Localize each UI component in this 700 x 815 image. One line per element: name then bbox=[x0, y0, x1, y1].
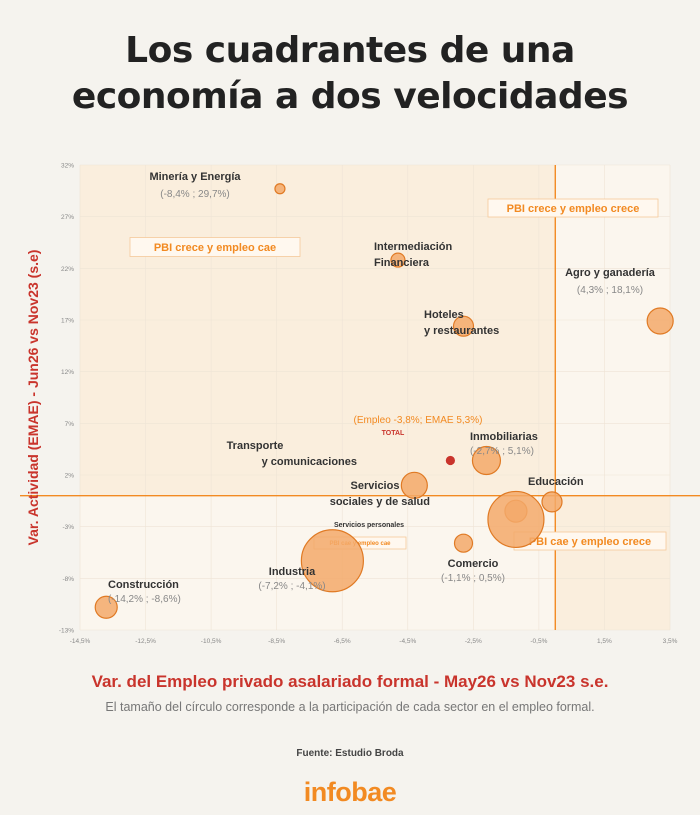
point-label: TOTAL bbox=[382, 430, 405, 437]
size-note: El tamaño del círculo corresponde a la p… bbox=[105, 700, 595, 714]
bubble bbox=[274, 183, 286, 195]
title-line-1: Los cuadrantes de una bbox=[125, 30, 575, 71]
bubble bbox=[94, 595, 118, 619]
scatter-chart: 32% 27% 22% 17% 12% 7% 2% -3% -8% -13% -14,5% -12,5… bbox=[20, 163, 700, 645]
bubble bbox=[390, 252, 406, 268]
x-tick-label: -10,5% bbox=[201, 638, 222, 645]
x-tick-label: 3,5% bbox=[663, 638, 678, 645]
y-tick-label: -3% bbox=[62, 524, 74, 531]
point-value-label: (-1,1% ; 0,5%) bbox=[441, 573, 505, 584]
y-tick-label: 27% bbox=[61, 214, 74, 221]
point-label: y restaurantes bbox=[424, 325, 499, 337]
bubble bbox=[300, 529, 364, 593]
quadrant-fill-bottom-right bbox=[555, 495, 670, 630]
point-value-label: (-2,7% ; 5,1%) bbox=[470, 446, 534, 457]
point-value-label: (4,3% ; 18,1%) bbox=[577, 285, 643, 296]
point-label: Servicios bbox=[351, 480, 400, 492]
point-label: Minería y Energía bbox=[149, 171, 241, 183]
y-tick-label: 2% bbox=[65, 473, 75, 480]
bubble bbox=[452, 315, 475, 337]
point-label: y comunicaciones bbox=[262, 456, 357, 468]
point-label: sociales y de salud bbox=[330, 496, 430, 508]
point-label: Industria bbox=[269, 566, 316, 578]
x-tick-label: -12,5% bbox=[135, 638, 156, 645]
point-label: Educación bbox=[528, 476, 584, 488]
point-label: Inmobiliarias bbox=[470, 431, 538, 443]
bubble bbox=[445, 455, 455, 466]
quadrant-label: PBI cae y empleo cae bbox=[329, 541, 391, 547]
point-label: Intermediación bbox=[374, 241, 453, 253]
x-tick-label: -4,5% bbox=[399, 638, 416, 645]
x-tick-label: -2,5% bbox=[465, 638, 482, 645]
x-tick-label: -14,5% bbox=[70, 638, 91, 645]
bubble bbox=[487, 490, 545, 549]
quadrant-label-box bbox=[129, 237, 301, 257]
point-label: Servicios personales bbox=[334, 522, 404, 529]
point-label: Transporte bbox=[227, 440, 284, 452]
bubble bbox=[541, 491, 563, 513]
x-axis-label: Var. del Empleo privado asalariado forma… bbox=[91, 672, 609, 691]
x-tick-label: -6,5% bbox=[334, 638, 351, 645]
bubble bbox=[453, 533, 474, 553]
x-tick-label: 1,5% bbox=[597, 638, 612, 645]
point-label: Hoteles bbox=[424, 309, 464, 321]
point-label: Comercio bbox=[448, 558, 499, 570]
bubble bbox=[400, 471, 428, 499]
y-tick-label: 12% bbox=[61, 369, 74, 376]
y-tick-label: -8% bbox=[62, 576, 74, 583]
point-label: Construcción bbox=[108, 579, 179, 591]
y-tick-label: -13% bbox=[59, 628, 74, 635]
title-line-2: economía a dos velocidades bbox=[71, 76, 629, 117]
point-value-label: (Empleo -3,8%; EMAE 5,3%) bbox=[354, 415, 483, 426]
y-tick-label: 32% bbox=[61, 163, 74, 170]
x-tick-label: -8,5% bbox=[268, 638, 285, 645]
point-label: Financiera bbox=[374, 257, 430, 269]
y-axis-label: Var. Actividad (EMAE) - Jun26 vs Nov23 (… bbox=[25, 250, 41, 546]
y-tick-label: 22% bbox=[61, 266, 74, 273]
point-value-label: (-7,2% ; -4,1%) bbox=[258, 581, 325, 592]
x-tick-label: -0,5% bbox=[530, 638, 547, 645]
bubble bbox=[646, 307, 674, 335]
quadrant-label-box bbox=[487, 198, 659, 218]
quadrant-label: PBI crece y empleo crece bbox=[507, 203, 640, 215]
point-value-label: (-8,4% ; 29,7%) bbox=[160, 189, 229, 200]
brand-logo: infobae bbox=[303, 777, 397, 807]
quadrant-label: PBI cae y empleo crece bbox=[529, 536, 651, 548]
quadrant-label: PBI crece y empleo cae bbox=[154, 242, 276, 254]
point-value-label: (-14,2% ; -8,6%) bbox=[108, 594, 181, 605]
bubble bbox=[471, 445, 502, 476]
point-label: Agro y ganadería bbox=[565, 267, 656, 279]
y-tick-label: 7% bbox=[65, 421, 75, 428]
quadrant-fill-top-left bbox=[80, 165, 556, 496]
source-text: Fuente: Estudio Broda bbox=[296, 748, 404, 759]
chart-title: Los cuadrantes de una economía a dos vel… bbox=[0, 28, 700, 120]
y-tick-label: 17% bbox=[61, 318, 74, 325]
